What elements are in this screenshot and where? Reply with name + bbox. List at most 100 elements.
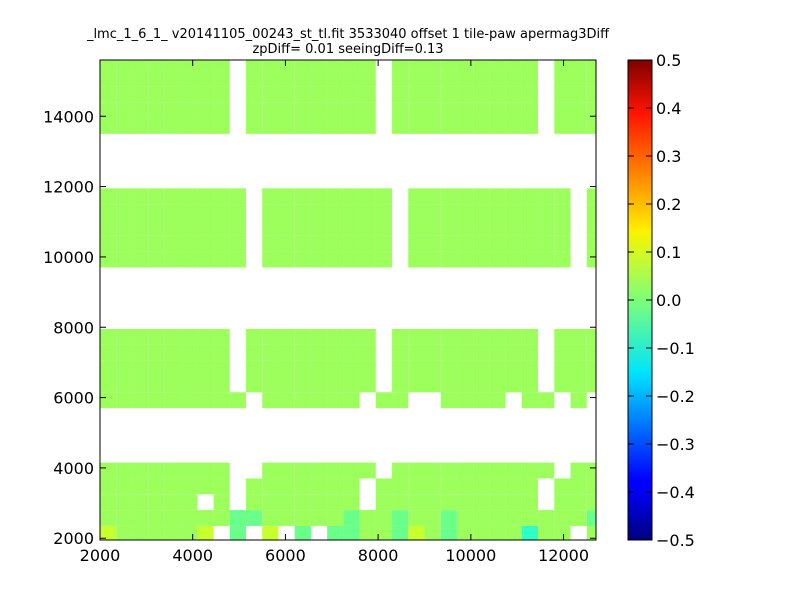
heatmap-cell xyxy=(116,220,133,236)
heatmap-cell xyxy=(262,525,279,540)
heatmap-cell xyxy=(132,220,149,236)
heatmap-cell xyxy=(343,360,360,377)
heatmap-cell xyxy=(473,251,490,268)
heatmap-cell xyxy=(392,376,409,393)
heatmap-cell xyxy=(100,478,117,495)
heatmap-cell xyxy=(262,360,279,377)
heatmap-cell xyxy=(278,188,295,205)
heatmap-cell xyxy=(164,235,182,252)
heatmap-cell xyxy=(197,102,214,119)
heatmap-cell xyxy=(440,204,457,220)
heatmap-cell xyxy=(424,329,441,345)
heatmap-cell xyxy=(278,102,295,119)
heatmap-cell xyxy=(294,235,311,252)
heatmap-cell xyxy=(116,70,133,87)
colorbar-tick-label: −0.5 xyxy=(656,531,695,550)
heatmap-cell xyxy=(116,118,133,134)
y-tick-label: 14000 xyxy=(43,107,94,126)
heatmap-cell xyxy=(343,329,360,345)
heatmap-cell xyxy=(586,118,596,134)
heatmap-cell xyxy=(570,86,587,103)
heatmap-cell xyxy=(359,344,376,361)
heatmap-cell xyxy=(197,251,214,268)
heatmap-cell xyxy=(456,102,474,119)
heatmap-cell xyxy=(456,329,474,345)
heatmap-cell xyxy=(116,251,133,268)
heatmap-cell xyxy=(229,235,247,252)
heatmap-cell xyxy=(197,220,214,236)
heatmap-cell xyxy=(148,344,165,361)
heatmap-cell xyxy=(246,478,263,495)
heatmap-cell xyxy=(456,392,474,409)
heatmap-cell xyxy=(229,188,247,205)
heatmap-cell xyxy=(489,118,506,134)
heatmap-cell xyxy=(570,376,587,393)
heatmap-cell xyxy=(505,118,522,134)
heatmap-cell xyxy=(408,494,425,511)
heatmap-cell xyxy=(197,118,214,134)
heatmap-cell xyxy=(262,235,279,252)
heatmap-cell xyxy=(148,510,165,526)
heatmap-cell xyxy=(278,360,295,377)
heatmap-cell xyxy=(100,102,117,119)
heatmap-cell xyxy=(116,510,133,526)
heatmap-cell xyxy=(586,510,596,526)
heatmap-cells xyxy=(100,60,596,540)
heatmap-cell xyxy=(473,220,490,236)
heatmap-cell xyxy=(246,118,263,134)
heatmap-cell xyxy=(294,220,311,236)
heatmap-cell xyxy=(586,462,596,479)
heatmap-cell xyxy=(148,251,165,268)
heatmap-cell xyxy=(278,118,295,134)
heatmap-cell xyxy=(278,392,295,409)
heatmap-cell xyxy=(521,86,539,103)
heatmap-cell xyxy=(521,360,539,377)
heatmap-cell xyxy=(505,494,522,511)
x-tick-label: 4000 xyxy=(172,546,213,565)
heatmap-cell xyxy=(294,86,311,103)
heatmap-cell xyxy=(164,478,182,495)
heatmap-cell xyxy=(489,525,506,540)
heatmap-cell xyxy=(521,102,539,119)
heatmap-cell xyxy=(181,329,198,345)
heatmap-cell xyxy=(570,60,587,71)
heatmap-cell xyxy=(262,118,279,134)
heatmap-cell xyxy=(554,102,571,119)
colorbar: 0.5 0.4 0.3 0.2 0.1 0.0 −0.1 −0.2 −0.3 −0.4 −0.5 xyxy=(627,51,695,550)
heatmap-cell xyxy=(473,462,490,479)
heatmap-cell xyxy=(359,376,376,393)
heatmap-cell xyxy=(424,376,441,393)
heatmap-cell xyxy=(294,70,311,87)
heatmap-cell xyxy=(375,220,393,236)
heatmap-cell xyxy=(327,60,344,71)
heatmap-cell xyxy=(148,376,165,393)
heatmap-cell xyxy=(213,494,230,511)
heatmap-cell xyxy=(327,70,344,87)
heatmap-cell xyxy=(392,525,409,540)
heatmap-cell xyxy=(489,70,506,87)
heatmap-cell xyxy=(181,188,198,205)
heatmap-cell xyxy=(116,462,133,479)
heatmap-cell xyxy=(246,510,263,526)
heatmap-cell xyxy=(473,344,490,361)
heatmap-cell xyxy=(327,235,344,252)
heatmap-cell xyxy=(505,70,522,87)
heatmap-cell xyxy=(456,251,474,268)
heatmap-cell xyxy=(554,220,571,236)
heatmap-cell xyxy=(181,344,198,361)
heatmap-cell xyxy=(181,235,198,252)
heatmap-cell xyxy=(456,188,474,205)
heatmap-cell xyxy=(408,60,425,71)
heatmap-cell xyxy=(294,494,311,511)
heatmap-cell xyxy=(181,118,198,134)
heatmap-cell xyxy=(424,102,441,119)
heatmap-cell xyxy=(570,344,587,361)
heatmap-cell xyxy=(100,70,117,87)
heatmap-cell xyxy=(440,220,457,236)
heatmap-cell xyxy=(375,251,393,268)
heatmap-cell xyxy=(262,376,279,393)
heatmap-cell xyxy=(570,494,587,511)
heatmap-cell xyxy=(132,235,149,252)
heatmap-cell xyxy=(229,251,247,268)
x-axis: 2000 4000 6000 8000 10000 12000 xyxy=(80,60,589,565)
